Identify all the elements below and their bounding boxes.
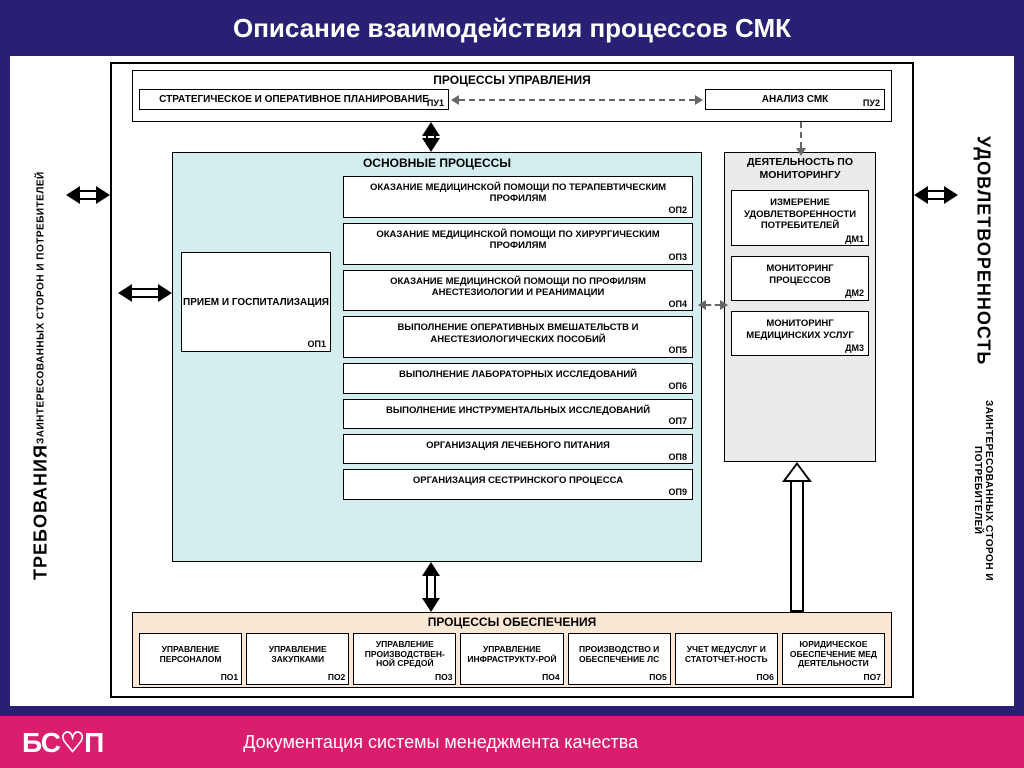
box-по7: ЮРИДИЧЕСКОЕ ОБЕСПЕЧЕНИЕ МЕД ДЕЯТЕЛЬНОСТИ… [782,633,885,685]
support-section: ПРОЦЕССЫ ОБЕСПЕЧЕНИЯ УПРАВЛЕНИЕ ПЕРСОНАЛ… [132,612,892,688]
box-op1: ПРИЕМ И ГОСПИТАЛИЗАЦИЯ ОП1 [181,252,331,352]
requirements-label: ТРЕБОВАНИЯ [31,444,52,580]
box-оп4: ОКАЗАНИЕ МЕДИЦИНСКОЙ ПОМОЩИ ПО ПРОФИЛЯМ … [343,270,693,312]
box-оп6: ВЫПОЛНЕНИЕ ЛАБОРАТОРНЫХ ИССЛЕДОВАНИЙОП6 [343,363,693,393]
box-по1: УПРАВЛЕНИЕ ПЕРСОНАЛОМПО1 [139,633,242,685]
arrow-support-up [782,462,812,612]
box-оп9: ОРГАНИЗАЦИЯ СЕСТРИНСКОГО ПРОЦЕССАОП9 [343,469,693,499]
management-title: ПРОЦЕССЫ УПРАВЛЕНИЯ [133,71,891,89]
side-label-left: ТРЕБОВАНИЯ ЗАИНТЕРЕСОВАННЫХ СТОРОН И ПОТ… [16,136,66,616]
box-оп8: ОРГАНИЗАЦИЯ ЛЕЧЕБНОГО ПИТАНИЯОП8 [343,434,693,464]
box-оп3: ОКАЗАНИЕ МЕДИЦИНСКОЙ ПОМОЩИ ПО ХИРУРГИЧЕ… [343,223,693,265]
box-по2: УПРАВЛЕНИЕ ЗАКУПКАМИПО2 [246,633,349,685]
footer: БС♡П Документация системы менеджмента ка… [0,716,1024,768]
arrow-left-io [66,186,110,204]
box-по5: ПРОИЗВОДСТВО И ОБЕСПЕЧЕНИЕ ЛСПО5 [568,633,671,685]
dash-arrow-main-mon [706,304,720,306]
box-дм2: МОНИТОРИНГ ПРОЦЕССОВДМ2 [731,256,869,301]
main-processes-title: ОСНОВНЫЕ ПРОЦЕССЫ [173,153,701,172]
arrow-right-io [914,186,958,204]
page-title: Описание взаимодействия процессов СМК [233,13,791,44]
arrow-mgmt-main [422,122,440,152]
monitoring-section: ДЕЯТЕЛЬНОСТЬ ПО МОНИТОРИНГУ ИЗМЕРЕНИЕ УД… [724,152,876,462]
monitoring-title: ДЕЯТЕЛЬНОСТЬ ПО МОНИТОРИНГУ [725,153,875,184]
po-row: УПРАВЛЕНИЕ ПЕРСОНАЛОМПО1УПРАВЛЕНИЕ ЗАКУП… [133,631,891,687]
requirements-sublabel: ЗАИНТЕРЕСОВАННЫХ СТОРОН И ПОТРЕБИТЕЛЕЙ [36,172,47,445]
footer-text: Документация системы менеджмента качеств… [243,732,638,753]
box-pu2: АНАЛИЗ СМК ПУ2 [705,89,885,110]
support-title: ПРОЦЕССЫ ОБЕСПЕЧЕНИЯ [133,613,891,631]
satisfaction-sublabel: ЗАИНТЕРЕСОВАННЫХ СТОРОН И ПОТРЕБИТЕЛЕЙ [972,365,994,616]
arrow-main-support [422,562,440,612]
box-по3: УПРАВЛЕНИЕ ПРОИЗВОДСТВЕН-НОЙ СРЕДОЙПО3 [353,633,456,685]
diagram-container: ТРЕБОВАНИЯ ЗАИНТЕРЕСОВАННЫХ СТОРОН И ПОТ… [10,56,1014,706]
title-bar: Описание взаимодействия процессов СМК [0,0,1024,56]
op-stack: ОКАЗАНИЕ МЕДИЦИНСКОЙ ПОМОЩИ ПО ТЕРАПЕВТИ… [343,176,693,500]
dash-arrow-pu2-mon [800,122,802,148]
box-оп2: ОКАЗАНИЕ МЕДИЦИНСКОЙ ПОМОЩИ ПО ТЕРАПЕВТИ… [343,176,693,218]
dash-arrow-pu [459,99,695,101]
box-по6: УЧЕТ МЕДУСЛУГ И СТАТОТЧЕТ-НОСТЬПО6 [675,633,778,685]
satisfaction-label: УДОВЛЕТВОРЕННОСТЬ [973,136,994,365]
main-processes-section: ОСНОВНЫЕ ПРОЦЕССЫ ПРИЕМ И ГОСПИТАЛИЗАЦИЯ… [172,152,702,562]
box-по4: УПРАВЛЕНИЕ ИНФРАСТРУКТУ-РОЙПО4 [460,633,563,685]
box-оп7: ВЫПОЛНЕНИЕ ИНСТРУМЕНТАЛЬНЫХ ИССЛЕДОВАНИЙ… [343,399,693,429]
dm-stack: ИЗМЕРЕНИЕ УДОВЛЕТВОРЕННОСТИ ПОТРЕБИТЕЛЕЙ… [725,184,875,362]
logo: БС♡П [22,726,103,759]
side-label-right: УДОВЛЕТВОРЕННОСТЬ ЗАИНТЕРЕСОВАННЫХ СТОРО… [958,136,1008,616]
arrow-frame-op1 [118,284,172,302]
management-section: ПРОЦЕССЫ УПРАВЛЕНИЯ СТРАТЕГИЧЕСКОЕ И ОПЕ… [132,70,892,122]
box-дм3: МОНИТОРИНГ МЕДИЦИНСКИХ УСЛУГДМ3 [731,311,869,356]
box-pu1: СТРАТЕГИЧЕСКОЕ И ОПЕРАТИВНОЕ ПЛАНИРОВАНИ… [139,89,449,110]
process-frame: ПРОЦЕССЫ УПРАВЛЕНИЯ СТРАТЕГИЧЕСКОЕ И ОПЕ… [110,62,914,698]
box-оп5: ВЫПОЛНЕНИЕ ОПЕРАТИВНЫХ ВМЕШАТЕЛЬСТВ И АН… [343,316,693,358]
box-дм1: ИЗМЕРЕНИЕ УДОВЛЕТВОРЕННОСТИ ПОТРЕБИТЕЛЕЙ… [731,190,869,246]
